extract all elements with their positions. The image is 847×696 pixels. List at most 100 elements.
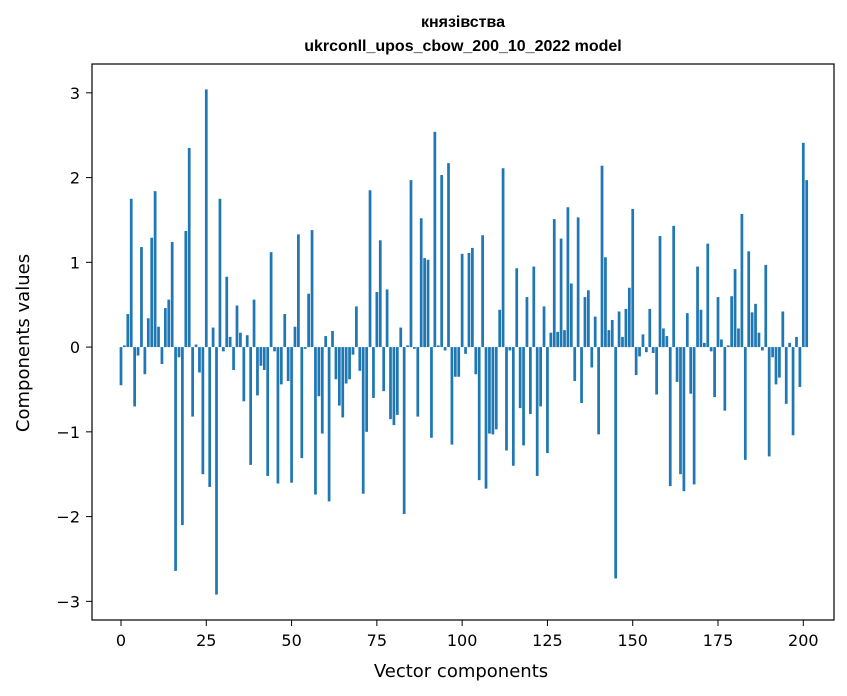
bar-136: [583, 297, 587, 348]
bar-193: [778, 347, 781, 378]
bar-180: [733, 269, 737, 348]
bar-82: [399, 327, 403, 348]
bar-111: [498, 309, 502, 348]
bar-123: [539, 347, 542, 407]
bar-96: [447, 163, 450, 348]
bar-151: [634, 347, 638, 376]
bar-132: [569, 283, 573, 348]
bar-195: [784, 347, 788, 404]
bar-179: [730, 296, 734, 348]
bar-18: [181, 347, 184, 526]
bar-1: [123, 345, 126, 348]
bars-group: [119, 89, 809, 595]
bar-160: [665, 336, 669, 348]
bar-174: [713, 347, 716, 398]
bar-186: [754, 303, 757, 348]
bar-35: [239, 332, 242, 348]
bar-93: [436, 345, 440, 348]
bar-144: [610, 319, 614, 348]
bar-165: [682, 347, 686, 492]
bar-79: [389, 347, 392, 420]
bar-129: [559, 238, 563, 348]
bar-184: [747, 251, 751, 348]
bar-173: [709, 347, 713, 352]
bar-119: [525, 297, 529, 348]
bar-6: [140, 247, 143, 348]
bar-163: [675, 347, 679, 382]
bar-168: [692, 347, 696, 485]
plot-area-frame: [91, 63, 835, 621]
bar-17: [177, 347, 181, 358]
x-tick-label: 150: [617, 631, 648, 650]
y-tick-label: 0: [70, 338, 80, 357]
bar-30: [221, 347, 225, 352]
bar-84: [406, 345, 409, 348]
bar-75: [375, 291, 379, 348]
bar-185: [750, 312, 754, 348]
bar-5: [136, 347, 140, 356]
bar-105: [477, 347, 481, 481]
bar-142: [604, 257, 607, 348]
bar-48: [283, 314, 287, 348]
bar-3: [129, 198, 133, 348]
bar-116: [515, 268, 519, 348]
x-tick-label: 175: [703, 631, 734, 650]
bar-121: [532, 266, 536, 348]
bar-135: [580, 347, 583, 404]
bar-156: [651, 347, 655, 354]
bar-162: [672, 225, 676, 348]
bar-89: [423, 258, 426, 348]
bar-143: [607, 330, 611, 348]
bar-112: [501, 168, 505, 348]
bar-194: [781, 311, 785, 348]
bar-159: [662, 328, 665, 348]
bar-31: [225, 276, 229, 348]
bar-76: [378, 240, 382, 348]
chart-title: князівства: [421, 14, 505, 31]
bar-8: [146, 318, 150, 348]
bar-100: [460, 253, 464, 348]
bar-127: [552, 219, 556, 348]
bar-99: [457, 347, 461, 377]
bar-70: [358, 347, 362, 371]
bar-164: [679, 347, 682, 475]
bar-63: [334, 347, 338, 380]
bar-58: [317, 347, 321, 397]
bar-104: [474, 347, 478, 375]
bar-81: [395, 347, 399, 415]
y-tick-label: −3: [56, 592, 80, 611]
bar-172: [706, 243, 710, 348]
bar-130: [563, 330, 566, 348]
bar-53: [300, 347, 304, 459]
bar-4: [133, 347, 137, 407]
bar-138: [590, 347, 594, 368]
bar-45: [273, 347, 276, 352]
bar-67: [348, 347, 351, 380]
y-tick-label: −2: [56, 508, 80, 527]
bar-101: [464, 347, 467, 354]
bar-37: [245, 335, 249, 348]
bar-91: [430, 347, 433, 438]
bar-25: [204, 89, 208, 348]
bar-102: [467, 253, 471, 348]
bar-98: [453, 347, 457, 377]
bar-60: [324, 336, 328, 348]
bar-51: [293, 326, 297, 348]
bar-103: [471, 247, 474, 348]
bar-13: [163, 308, 167, 348]
bar-114: [508, 347, 512, 351]
bar-187: [757, 332, 761, 348]
bar-15: [170, 241, 174, 348]
bar-118: [522, 347, 525, 446]
bar-77: [382, 347, 386, 392]
bar-188: [760, 347, 764, 351]
bar-106: [481, 235, 484, 348]
bar-108: [488, 347, 491, 434]
bar-152: [638, 347, 641, 357]
bar-200: [801, 142, 805, 348]
bar-125: [546, 347, 549, 454]
bar-71: [361, 347, 365, 494]
bar-86: [413, 347, 416, 349]
bar-57: [314, 347, 317, 495]
bar-87: [416, 347, 420, 417]
